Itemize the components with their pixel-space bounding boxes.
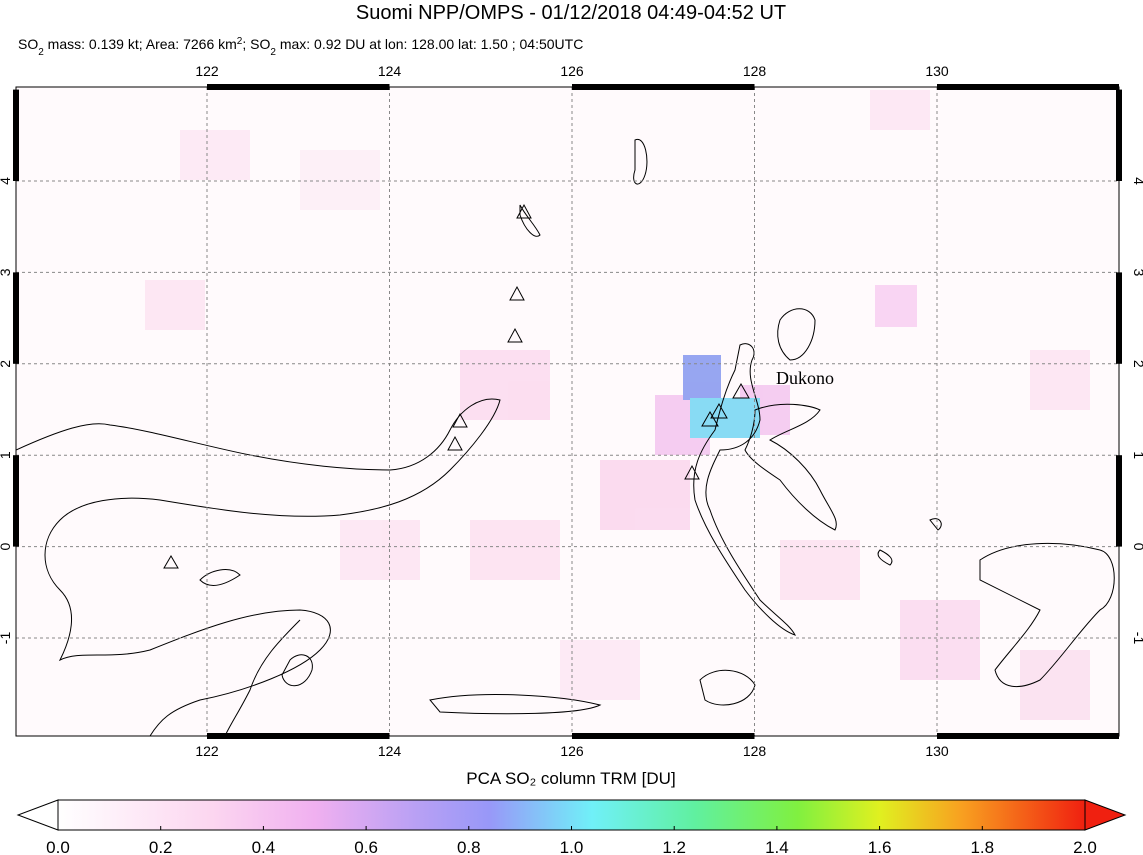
frame-bar <box>572 84 755 90</box>
lat-label: 3 <box>1131 269 1143 277</box>
lon-label: 128 <box>743 743 767 759</box>
subtitle-part: ; SO <box>242 36 270 52</box>
frame-bar <box>1116 455 1122 547</box>
subtitle: SO2 mass: 0.139 kt; Area: 7266 km2; SO2 … <box>18 36 583 58</box>
colorbar-tick-label: 0.4 <box>252 838 276 855</box>
lat-label: 0 <box>1131 543 1143 551</box>
lat-label: -1 <box>0 632 13 645</box>
frame-bar <box>937 733 1119 739</box>
subtitle-part: 2 <box>270 47 276 58</box>
coastlines <box>16 138 1115 736</box>
frame-bar <box>1116 89 1122 181</box>
lat-label: 4 <box>0 177 13 185</box>
subtitle-part: SO <box>18 36 38 52</box>
colorbar-tick-label: 0.2 <box>149 838 173 855</box>
colorbar-tick-label: 1.2 <box>662 838 686 855</box>
lat-label: 3 <box>0 268 13 276</box>
lat-label: 1 <box>1131 451 1143 459</box>
lon-label: 122 <box>195 743 219 759</box>
lat-label: 4 <box>1131 177 1143 185</box>
colorbar-tick-label: 0.8 <box>457 838 481 855</box>
colorbar-tick-label: 1.6 <box>868 838 892 855</box>
colorbar-tick-label: 0.0 <box>46 838 70 855</box>
lat-label: 1 <box>0 451 13 459</box>
colorbar-label: PCA SO₂ column TRM [DU] <box>466 769 675 788</box>
lat-label: 0 <box>0 542 13 550</box>
lat-label: -1 <box>1131 632 1143 645</box>
lon-label: 124 <box>378 743 402 759</box>
subtitle-part: 2 <box>237 36 243 47</box>
subtitle-part: mass: 0.139 kt; Area: 7266 km <box>44 36 237 52</box>
frame-bar <box>572 733 755 739</box>
title: Suomi NPP/OMPS - 01/12/2018 04:49-04:52 … <box>356 2 786 24</box>
colorbar-min-arrow <box>16 799 59 831</box>
frame-bar <box>13 89 19 181</box>
map-frame <box>15 86 1120 737</box>
frame-bar <box>937 84 1119 90</box>
subtitle-part: 2 <box>38 47 44 58</box>
colorbar-tick-label: 1.4 <box>765 838 789 855</box>
lon-label: 122 <box>195 63 219 79</box>
volcanoes <box>163 203 750 569</box>
colorbar <box>57 799 1086 831</box>
frame-bar <box>1116 272 1122 364</box>
lon-label: 124 <box>378 63 402 79</box>
so2-pixels <box>145 90 1090 720</box>
frame-bar <box>207 84 390 90</box>
frame-bar <box>207 733 390 739</box>
lon-label: 130 <box>925 743 949 759</box>
subtitle-part: max: 0.92 DU at lon: 128.00 lat: 1.50 ; … <box>276 36 583 52</box>
frame-bar <box>13 455 19 547</box>
colorbar-tick-label: 0.6 <box>354 838 378 855</box>
colorbar-tick-label: 1.8 <box>970 838 994 855</box>
lon-label: 126 <box>560 63 584 79</box>
lon-label: 128 <box>743 63 767 79</box>
volcano-label: Dukono <box>776 368 834 388</box>
lat-label: 2 <box>0 360 13 368</box>
lat-label: 2 <box>1131 360 1143 368</box>
colorbar-tick-label: 2.0 <box>1073 838 1097 855</box>
colorbar-max-arrow <box>1084 799 1127 831</box>
map-area <box>16 87 1119 736</box>
frame-bar <box>13 272 19 364</box>
lon-label: 126 <box>560 743 584 759</box>
lon-label: 130 <box>925 63 949 79</box>
colorbar-tick-label: 1.0 <box>560 838 584 855</box>
